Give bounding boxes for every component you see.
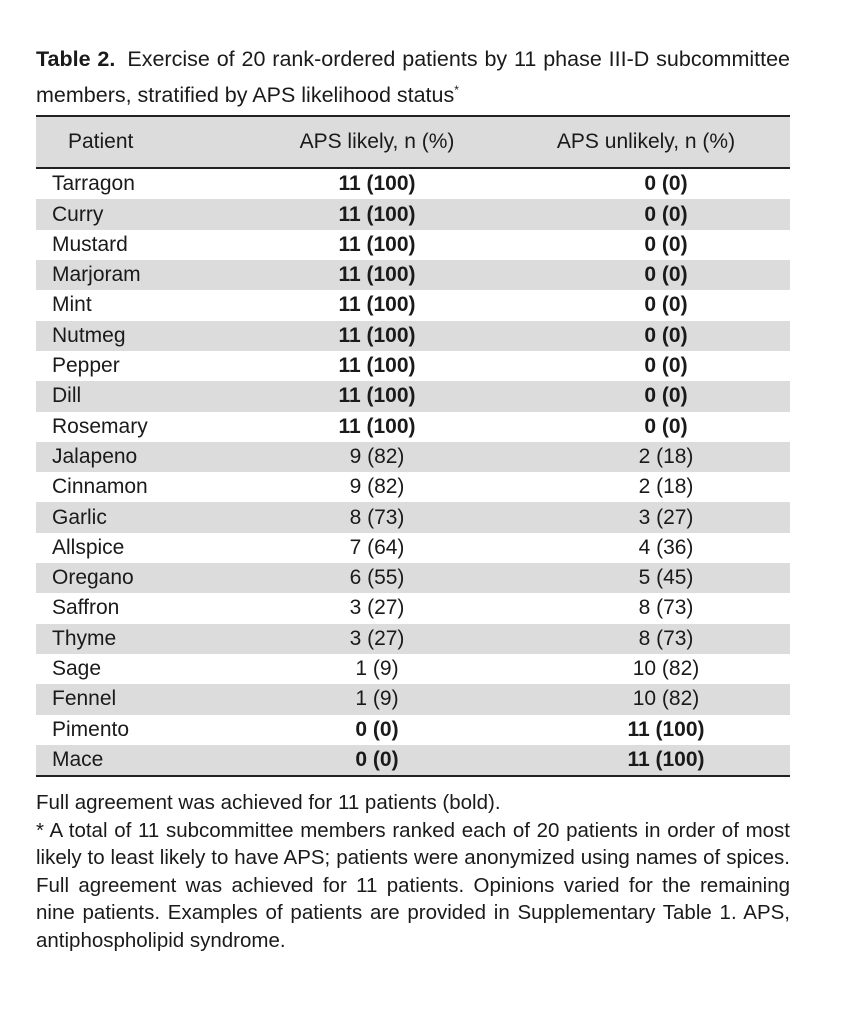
- table-row: Dill 11 (100) 0 (0): [36, 381, 790, 412]
- cell-patient: Tarragon: [52, 172, 135, 196]
- cell-aps-likely: 3 (27): [349, 626, 405, 650]
- cell-patient: Allspice: [52, 535, 125, 559]
- cell-aps-likely: 11 (100): [338, 354, 416, 378]
- cell-aps-likely: 3 (27): [349, 596, 405, 620]
- cell-aps-likely: 0 (0): [355, 747, 399, 771]
- table-row: Pimento 0 (0) 11 (100): [36, 715, 790, 745]
- cell-aps-unlikely: 10 (82): [632, 657, 700, 681]
- cell-patient: Saffron: [52, 596, 120, 620]
- cell-aps-unlikely: 0 (0): [644, 323, 688, 347]
- note-footnote: * A total of 11 subcommittee members ran…: [36, 818, 790, 952]
- table-row: Jalapeno 9 (82) 2 (18): [36, 441, 790, 473]
- cell-patient: Nutmeg: [52, 323, 126, 347]
- cell-patient: Cinnamon: [52, 475, 148, 499]
- table-row: Mace 0 (0) 11 (100): [36, 744, 790, 777]
- cell-patient: Oregano: [52, 566, 134, 590]
- cell-aps-unlikely: 2 (18): [638, 444, 694, 468]
- cell-aps-unlikely: 2 (18): [638, 475, 694, 499]
- table-row: Rosemary 11 (100) 0 (0): [36, 412, 790, 442]
- cell-aps-likely: 0 (0): [355, 717, 399, 741]
- cell-aps-unlikely: 8 (73): [638, 626, 694, 650]
- cell-aps-likely: 11 (100): [338, 232, 416, 256]
- cell-aps-likely: 1 (9): [355, 657, 399, 681]
- cell-aps-unlikely: 0 (0): [644, 202, 688, 226]
- cell-patient: Jalapeno: [52, 444, 138, 468]
- table-caption: Table 2. Exercise of 20 rank-ordered pati…: [36, 44, 790, 111]
- cell-aps-unlikely: 0 (0): [644, 414, 688, 438]
- header-patient: Patient: [68, 130, 134, 154]
- cell-aps-likely: 8 (73): [349, 505, 405, 529]
- cell-patient: Mint: [52, 293, 92, 317]
- table-row: Thyme 3 (27) 8 (73): [36, 623, 790, 654]
- table-row: Mustard 11 (100) 0 (0): [36, 230, 790, 260]
- cell-patient: Marjoram: [52, 263, 141, 287]
- header-aps-likely: APS likely, n (%): [299, 130, 455, 154]
- table-row: Allspice 7 (64) 4 (36): [36, 533, 790, 563]
- cell-aps-unlikely: 0 (0): [644, 172, 688, 196]
- table-row: Mint 11 (100) 0 (0): [36, 290, 790, 320]
- data-table: Patient APS likely, n (%) APS unlikely, …: [36, 115, 790, 777]
- cell-aps-unlikely: 3 (27): [638, 505, 694, 529]
- cell-patient: Dill: [52, 384, 82, 408]
- note-agreement: Full agreement was achieved for 11 patie…: [36, 791, 501, 815]
- cell-aps-unlikely: 5 (45): [638, 566, 694, 590]
- cell-patient: Mustard: [52, 232, 128, 256]
- caption-footnote-marker: *: [454, 83, 459, 97]
- table-row: Garlic 8 (73) 3 (27): [36, 502, 790, 533]
- cell-patient: Thyme: [52, 626, 117, 650]
- cell-aps-unlikely: 8 (73): [638, 596, 694, 620]
- cell-aps-likely: 1 (9): [355, 687, 399, 711]
- cell-aps-likely: 6 (55): [349, 566, 405, 590]
- table-row: Fennel 1 (9) 10 (82): [36, 684, 790, 715]
- cell-aps-unlikely: 0 (0): [644, 293, 688, 317]
- table-row: Saffron 3 (27) 8 (73): [36, 593, 790, 623]
- cell-patient: Pimento: [52, 717, 130, 741]
- cell-aps-unlikely: 0 (0): [644, 263, 688, 287]
- table-row: Sage 1 (9) 10 (82): [36, 654, 790, 684]
- table-row: Tarragon 11 (100) 0 (0): [36, 168, 790, 199]
- header-row: Patient APS likely, n (%) APS unlikely, …: [36, 116, 790, 169]
- table-notes: Full agreement was achieved for 11 patie…: [36, 789, 790, 954]
- table-row: Nutmeg 11 (100) 0 (0): [36, 320, 790, 351]
- cell-aps-unlikely: 11 (100): [627, 747, 705, 771]
- cell-patient: Sage: [52, 657, 102, 681]
- table-row: Curry 11 (100) 0 (0): [36, 199, 790, 230]
- cell-patient: Pepper: [52, 354, 120, 378]
- cell-aps-likely: 7 (64): [349, 535, 405, 559]
- table-body: Tarragon 11 (100) 0 (0) Curry 11 (100) 0 (0) M…: [36, 168, 790, 777]
- cell-aps-likely: 11 (100): [338, 384, 416, 408]
- header-aps-unlikely: APS unlikely, n (%): [556, 130, 736, 154]
- cell-aps-likely: 11 (100): [338, 293, 416, 317]
- table-row: Marjoram 11 (100) 0 (0): [36, 260, 790, 291]
- table-row: Pepper 11 (100) 0 (0): [36, 351, 790, 381]
- cell-aps-unlikely: 4 (36): [638, 535, 694, 559]
- cell-aps-likely: 11 (100): [338, 263, 416, 287]
- cell-aps-likely: 11 (100): [338, 414, 416, 438]
- cell-patient: Fennel: [52, 687, 117, 711]
- cell-aps-likely: 11 (100): [338, 323, 416, 347]
- cell-aps-likely: 11 (100): [338, 172, 416, 196]
- table-row: Oregano 6 (55) 5 (45): [36, 563, 790, 594]
- cell-aps-likely: 9 (82): [349, 475, 405, 499]
- cell-patient: Garlic: [52, 505, 107, 529]
- table-header: Patient APS likely, n (%) APS unlikely, …: [36, 116, 790, 169]
- cell-aps-unlikely: 0 (0): [644, 354, 688, 378]
- cell-patient: Curry: [52, 202, 104, 226]
- caption-text: Exercise of 20 rank-ordered patients by …: [36, 47, 790, 108]
- table-label: Table 2.: [36, 47, 116, 71]
- table-figure: Table 2. Exercise of 20 rank-ordered pati…: [36, 44, 790, 954]
- cell-aps-unlikely: 0 (0): [644, 384, 688, 408]
- cell-aps-unlikely: 11 (100): [627, 717, 705, 741]
- cell-patient: Mace: [52, 747, 104, 771]
- cell-patient: Rosemary: [52, 414, 148, 438]
- cell-aps-likely: 9 (82): [349, 444, 405, 468]
- cell-aps-unlikely: 0 (0): [644, 232, 688, 256]
- table-row: Cinnamon 9 (82) 2 (18): [36, 472, 790, 502]
- cell-aps-likely: 11 (100): [338, 202, 416, 226]
- cell-aps-unlikely: 10 (82): [632, 687, 700, 711]
